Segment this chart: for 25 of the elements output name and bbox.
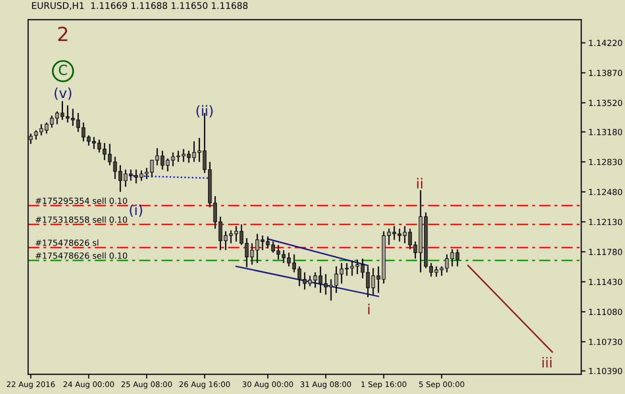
y-tick-label: 1.12130 <box>589 218 622 226</box>
ref-line-label: #175318558 sell 0.10 <box>36 216 128 223</box>
annotation: (i) <box>130 204 142 217</box>
y-tick-label: 1.13520 <box>589 100 622 106</box>
ref-line-label: #175478626 sell 0.10 <box>36 252 128 259</box>
annotation: ii <box>417 178 422 188</box>
y-tick-label: 1.11430 <box>589 278 622 286</box>
y-tick-label: 1.11780 <box>589 248 622 256</box>
annotation: C <box>58 64 68 76</box>
annotation: (ii) <box>196 105 213 118</box>
y-tick-label: 1.12480 <box>589 188 622 196</box>
ref-line-label: #175478626 sl <box>36 239 98 246</box>
chart-title: EURUSD,H1 1.11669 1.11688 1.11650 1.11688 <box>32 2 248 10</box>
annotation: iii <box>542 356 552 368</box>
y-tick-label: 1.10730 <box>589 338 622 346</box>
annotation: 2 <box>58 26 68 42</box>
annotation: (v) <box>54 87 72 100</box>
y-tick-label: 1.11080 <box>589 308 622 316</box>
ref-line-label: #175295354 sell 0.10 <box>36 198 128 204</box>
y-tick-label: 1.13870 <box>589 70 622 76</box>
annotation: i <box>368 304 370 314</box>
y-tick-label: 1.12830 <box>589 158 622 166</box>
y-tick-label: 1.10390 <box>589 368 622 374</box>
y-tick-label: 1.14220 <box>589 40 622 46</box>
y-tick-label: 1.13180 <box>589 128 622 136</box>
